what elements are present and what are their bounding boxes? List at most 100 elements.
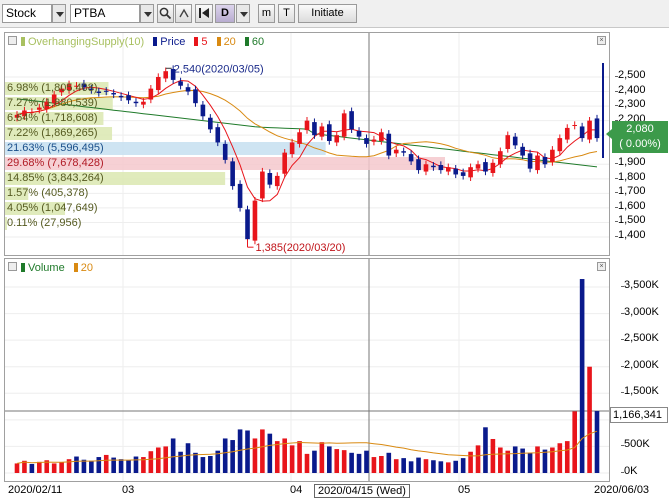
- price-candle: [155, 73, 161, 94]
- candle-body: [438, 165, 444, 171]
- legend-volume: Volume: [21, 262, 68, 274]
- last-price-badge: 2,080 ( 0.00%): [612, 121, 668, 153]
- candle-body: [445, 167, 451, 172]
- period-dropdown-button[interactable]: [236, 4, 250, 23]
- favorite-button[interactable]: [175, 4, 192, 23]
- pane-minimize-icon[interactable]: [8, 36, 17, 45]
- minute-button[interactable]: m: [258, 4, 275, 23]
- search-button[interactable]: [157, 4, 174, 23]
- volume-bar: [527, 452, 533, 473]
- legend-volume-label: Volume: [28, 262, 65, 274]
- candle-body: [535, 155, 540, 171]
- overhang-supply-bar: [5, 127, 113, 140]
- price-y-tick: 1,900: [615, 156, 646, 169]
- volume-bar: [453, 460, 459, 473]
- volume-bar: [103, 454, 109, 473]
- price-candle: [103, 87, 109, 96]
- volume-bar: [260, 429, 265, 473]
- pane-close-icon[interactable]: ×: [597, 36, 606, 45]
- symbol-dropdown-button[interactable]: [140, 4, 154, 23]
- volume-bar: [460, 458, 466, 473]
- price-candle: [22, 106, 27, 120]
- volume-bar: [118, 459, 124, 473]
- pane-minimize-icon[interactable]: [8, 262, 17, 271]
- price-candle: [327, 120, 332, 145]
- initiate-button[interactable]: Initiate: [298, 4, 357, 23]
- volume-bar: [393, 459, 399, 473]
- price-chart-pane[interactable]: × 2,540(2020/03/05) 1,385(2020/03/20) 6.9…: [4, 32, 610, 256]
- price-candle: [520, 143, 525, 160]
- candle-body: [29, 111, 35, 113]
- volume-bar: [200, 457, 206, 473]
- volume-bar: [66, 459, 72, 473]
- candle-body: [579, 126, 585, 139]
- type-dropdown-button[interactable]: [52, 4, 66, 23]
- candle-body: [133, 101, 139, 104]
- type-select[interactable]: Stock: [2, 4, 52, 23]
- candle-body: [401, 151, 406, 153]
- low-annotation: 1,385(2020/03/20): [256, 242, 346, 254]
- overhang-supply-label: 14.85% (3,843,264): [7, 172, 104, 184]
- overhang-swatch-icon: [21, 37, 25, 46]
- overhang-supply-label: 6.98% (1,805,408): [7, 82, 98, 94]
- vol-ma20-swatch-icon: [73, 263, 78, 272]
- volume-bar: [579, 279, 585, 473]
- price-candle: [371, 135, 377, 146]
- volume-bar: [215, 450, 221, 473]
- price-candle: [230, 157, 235, 190]
- price-candle: [282, 149, 287, 178]
- overhang-supply-label: 0.11% (27,956): [7, 217, 82, 229]
- price-candle: [222, 140, 228, 164]
- legend-price: Price: [153, 36, 188, 48]
- tick-button[interactable]: T: [278, 4, 295, 23]
- volume-bar: [512, 446, 518, 473]
- price-candle: [341, 109, 347, 141]
- legend-ma60: 60: [244, 36, 267, 48]
- candle-body: [74, 85, 79, 87]
- volume-legend: Volume 20: [21, 262, 99, 274]
- candle-body: [505, 135, 511, 149]
- last-price-change: ( 0.00%): [619, 138, 661, 150]
- volume-bar: [163, 446, 169, 473]
- candle-body: [468, 167, 473, 178]
- volume-bar: [170, 438, 176, 473]
- candle-body: [148, 88, 154, 100]
- pane-close-icon[interactable]: ×: [597, 262, 606, 271]
- price-candle: [245, 205, 250, 243]
- period-button[interactable]: D: [215, 4, 235, 23]
- volume-bar: [557, 443, 563, 473]
- overhang-supply-label: 7.22% (1,869,265): [7, 127, 98, 139]
- overhang-supply-bar: [5, 142, 326, 155]
- ma5-swatch-icon: [194, 37, 199, 46]
- price-candle: [44, 98, 50, 113]
- volume-bar: [81, 459, 87, 473]
- candle-body: [200, 104, 206, 117]
- candle-body: [349, 111, 354, 130]
- x-tick-label: 03: [122, 484, 135, 496]
- price-candle: [29, 108, 35, 116]
- price-swatch-icon: [153, 37, 158, 46]
- volume-bar: [37, 461, 42, 473]
- volume-chart-pane[interactable]: × Volume 20: [4, 258, 610, 482]
- volume-bar: [155, 447, 161, 473]
- volume-bar: [594, 411, 600, 473]
- volume-y-tick: 1,500K: [621, 385, 659, 398]
- candle-body: [431, 165, 436, 168]
- price-candle: [572, 121, 577, 130]
- volume-bar: [89, 460, 94, 473]
- price-candle: [475, 160, 481, 173]
- volume-bar: [252, 438, 258, 473]
- first-record-button[interactable]: [195, 4, 213, 23]
- price-candle: [550, 146, 555, 166]
- price-candle: [170, 65, 176, 84]
- x-tick-label: 2020/06/03: [594, 484, 650, 496]
- arrow-icon: [178, 8, 189, 18]
- symbol-input[interactable]: PTBA: [70, 4, 140, 23]
- volume-bar: [564, 441, 570, 473]
- candle-body: [141, 101, 146, 105]
- toolbar: Stock PTBA D m T Initiate: [0, 0, 669, 28]
- candle-body: [520, 146, 525, 156]
- candle-body: [304, 120, 310, 131]
- candle-body: [393, 149, 399, 154]
- price-candle: [445, 163, 451, 176]
